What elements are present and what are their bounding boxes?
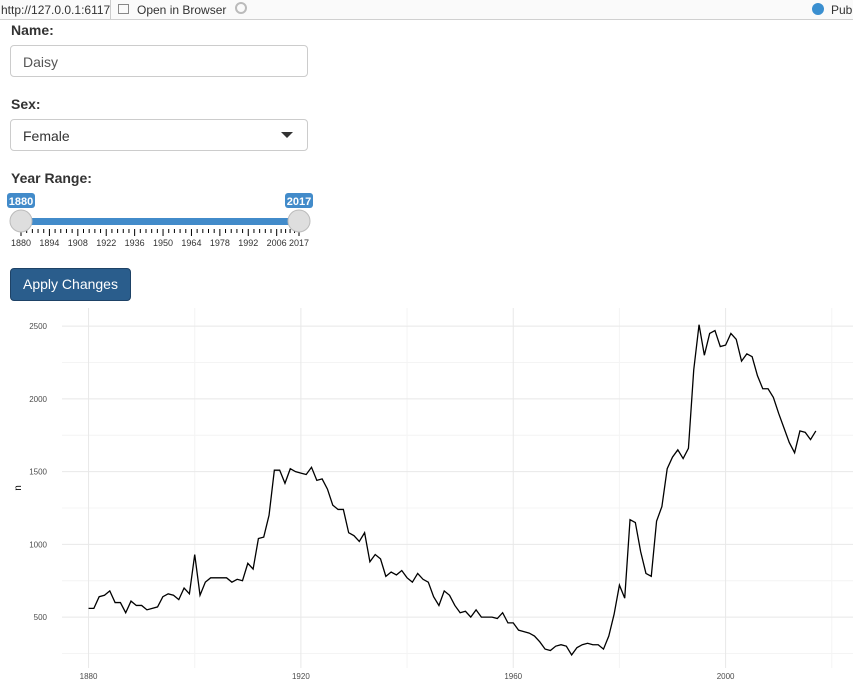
- slider-tick-label: 1936: [125, 238, 145, 248]
- open-in-browser[interactable]: Open in Browser: [137, 3, 227, 17]
- slider-tick-label: 2017: [289, 238, 309, 248]
- slider-tick-label: 1992: [238, 238, 258, 248]
- slider-from-pill: [7, 193, 35, 208]
- year-range-label: Year Range:: [11, 170, 92, 186]
- sex-label: Sex:: [11, 96, 41, 112]
- chart: 500 1000 1500 2000 2500 1880 1920 1960 2000 n: [13, 308, 853, 681]
- x-tick-label: 1960: [504, 672, 522, 681]
- publish-icon: [812, 3, 824, 15]
- slider-tick-label: 1964: [181, 238, 201, 248]
- x-tick-label: 1880: [80, 672, 98, 681]
- apply-button[interactable]: Apply Changes: [10, 268, 131, 301]
- y-tick-label: 2000: [29, 395, 47, 404]
- dropdown-caret: [281, 132, 293, 138]
- browser-bar: http://127.0.0.1:6117 Open in Browser Pu…: [0, 0, 853, 20]
- url: http://127.0.0.1:6117: [1, 3, 111, 17]
- slider-tick-label: 1978: [210, 238, 230, 248]
- sex-select[interactable]: Female: [10, 119, 308, 151]
- y-tick-label: 2500: [29, 322, 47, 331]
- y-axis-label: n: [13, 485, 24, 491]
- slider-to-label: 2017: [287, 196, 311, 208]
- slider-from-label: 1880: [9, 196, 33, 208]
- y-tick-label: 1000: [29, 540, 47, 549]
- slider-to-handle[interactable]: [287, 209, 311, 233]
- series-line: [88, 324, 817, 657]
- x-tick-label: 1920: [292, 672, 310, 681]
- slider-tick-label: 1908: [68, 238, 88, 248]
- name-input[interactable]: Daisy: [10, 45, 308, 77]
- slider-tick-label: 1880: [11, 238, 31, 248]
- open-icon: [118, 4, 129, 14]
- slider-tick-label: 1950: [153, 238, 173, 248]
- x-tick-label: 2000: [717, 672, 735, 681]
- slider-to-pill: [285, 193, 313, 208]
- y-tick-label: 1500: [29, 468, 47, 477]
- y-tick-label: 500: [34, 613, 48, 622]
- year-slider[interactable]: 1880 1894 1908 1922 1936 1950 1964 1978 1992 2006…: [0, 190, 320, 250]
- name-label: Name:: [11, 22, 54, 38]
- slider-tick-label: 2006: [267, 238, 287, 248]
- slider-range: [21, 218, 299, 225]
- slider-from-handle[interactable]: [9, 209, 33, 233]
- slider-tick-label: 1922: [96, 238, 116, 248]
- divider: [110, 0, 111, 19]
- slider-tick-label: 1894: [39, 238, 59, 248]
- publish-button[interactable]: Publish: [831, 3, 853, 17]
- refresh-icon[interactable]: [235, 2, 247, 14]
